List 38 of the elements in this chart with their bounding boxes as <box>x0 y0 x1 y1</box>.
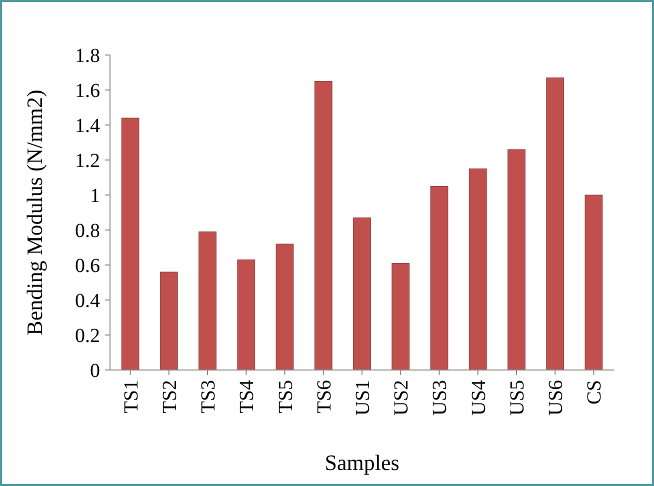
x-tick-label: TS4 <box>236 380 258 414</box>
x-tick-label: CS <box>584 380 606 404</box>
bar <box>430 186 448 370</box>
bar <box>160 272 178 370</box>
y-tick-label: 1.2 <box>75 150 100 172</box>
bar <box>353 218 371 370</box>
x-tick-label: TS2 <box>158 380 181 414</box>
bar <box>508 149 526 370</box>
y-tick-label: 0 <box>90 360 100 382</box>
y-tick-label: 0.6 <box>75 255 100 277</box>
bar <box>392 263 410 370</box>
y-tick-label: 0.8 <box>75 220 100 242</box>
x-tick-label: US4 <box>468 380 490 416</box>
x-tick-label: TS3 <box>198 380 220 414</box>
bar <box>276 244 294 370</box>
x-tick-label: US5 <box>506 380 528 416</box>
y-tick-label: 0.4 <box>75 290 100 312</box>
x-tick-label: TS6 <box>313 380 336 414</box>
y-tick-label: 1.6 <box>75 80 100 102</box>
bar <box>468 168 487 370</box>
bar <box>584 194 603 370</box>
bar <box>237 260 256 370</box>
bar <box>121 118 140 370</box>
x-axis-title: Samples <box>324 450 400 475</box>
y-tick-label: 1 <box>90 185 100 207</box>
bar <box>314 81 332 370</box>
x-tick-label: US6 <box>545 380 568 416</box>
y-tick-label: 1.8 <box>75 45 100 67</box>
x-tick-label: TS5 <box>274 380 297 414</box>
y-tick-label: 0.2 <box>75 325 100 347</box>
bar <box>546 78 564 370</box>
x-tick-label: US2 <box>390 380 413 416</box>
x-tick-label: US1 <box>352 380 374 416</box>
x-tick-label: US3 <box>429 380 452 416</box>
x-tick-label: TS1 <box>120 380 142 414</box>
y-axis-title: Bending Modulus (N/mm2) <box>22 90 47 336</box>
bar <box>198 232 216 370</box>
y-tick-label: 1.4 <box>75 115 100 137</box>
